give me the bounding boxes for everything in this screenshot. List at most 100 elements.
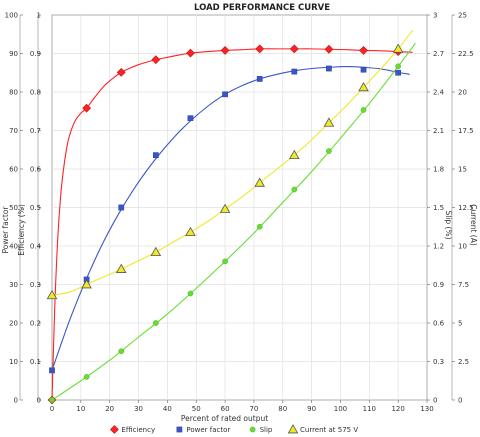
data-point-power-factor [118, 204, 125, 211]
data-point-efficiency [151, 55, 161, 65]
series-line-slip [51, 42, 416, 401]
x-tick-label: 100 [334, 405, 347, 413]
data-point-current-at-575-v [150, 246, 162, 257]
data-point-efficiency [359, 45, 368, 55]
right-tick-label: 25 [458, 12, 467, 20]
left-tick-label: 0 [14, 397, 18, 405]
right-tick-label: 0.3 [433, 358, 444, 366]
right-tick-label: 0.9 [433, 281, 444, 289]
legend-item-current-at-575-v: Current at 575 V [287, 424, 358, 434]
data-point-slip [291, 186, 298, 193]
right-tick-label: 12.5 [458, 204, 474, 212]
data-point-slip [83, 374, 90, 380]
series-line-power-factor [51, 66, 410, 371]
data-point-power-factor [49, 367, 55, 374]
legend-marker-current-at-575-v [287, 424, 299, 434]
legend-marker-efficiency [109, 425, 119, 434]
data-point-slip [187, 290, 194, 297]
data-point-current-at-575-v [46, 289, 58, 300]
markers-layer [46, 43, 404, 405]
legend: Efficiency Power factor Slip Current at 575… [109, 424, 358, 434]
y-axis-title-power-factor: Power factor [1, 206, 10, 254]
right-tick-label: 0.6 [433, 320, 445, 328]
data-point-slip [256, 223, 263, 230]
legend-label: Slip [260, 426, 273, 434]
axes-layer: 0 10 20 30 40 50 60 70 80 90 100 110 120 130010203040… [1, 12, 478, 424]
x-tick-label: 20 [105, 405, 114, 413]
series-line-current-at-575-v [51, 30, 414, 296]
right-tick-label: 1.8 [433, 166, 444, 174]
data-point-efficiency [116, 67, 126, 77]
right-tick-label: 20 [458, 89, 467, 97]
data-point-current-at-575-v [254, 177, 265, 187]
data-point-power-factor [395, 69, 402, 76]
data-point-current-at-575-v [185, 226, 196, 236]
data-point-efficiency [255, 44, 265, 54]
left-tick-label: 100 [5, 12, 18, 20]
x-tick-label: 40 [163, 405, 172, 413]
left-tick-label: 60 [9, 166, 18, 174]
data-point-power-factor [222, 91, 228, 98]
right-tick-label: 2.5 [458, 358, 469, 366]
x-axis-title: Percent of rated output [181, 414, 268, 423]
x-tick-label: 60 [221, 405, 230, 413]
x-tick-label: 90 [307, 405, 316, 413]
legend-label: Power factor [186, 426, 230, 434]
y-axis-title-current-a: Current (A) [469, 204, 478, 246]
data-point-slip [152, 320, 159, 326]
left-tick-label: 20 [9, 320, 18, 328]
data-point-current-at-575-v [219, 203, 231, 213]
left-tick-label: 30 [9, 281, 18, 289]
y-axis-title-efficiency: Efficiency (%) [17, 204, 26, 256]
left-tick-label: 90 [9, 50, 18, 58]
right-tick-label: 2.7 [433, 50, 444, 58]
right-tick-label: 1.2 [433, 243, 444, 251]
x-tick-label: 10 [76, 405, 85, 413]
data-point-current-at-575-v [115, 263, 127, 273]
legend-marker-slip [249, 426, 256, 433]
x-tick-label: 110 [363, 405, 376, 413]
data-point-power-factor [291, 68, 298, 75]
data-point-power-factor [360, 66, 367, 73]
data-point-efficiency [324, 44, 334, 54]
series-line-efficiency [51, 48, 413, 401]
data-point-slip [49, 397, 55, 403]
left-tick-label: 0.6 [30, 166, 42, 174]
curves-layer [51, 30, 416, 401]
data-point-power-factor [256, 76, 263, 82]
x-tick-label: 70 [249, 405, 258, 413]
legend-marker-power-factor [176, 426, 183, 433]
left-tick-label: 80 [9, 89, 18, 97]
x-tick-label: 0 [50, 405, 54, 413]
x-tick-label: 30 [134, 405, 143, 413]
left-tick-label: 0.9 [30, 50, 41, 58]
data-point-slip [395, 63, 402, 70]
right-tick-label: 22.5 [458, 50, 474, 58]
left-tick-label: 0.7 [30, 127, 41, 135]
left-tick-label: 0.8 [30, 89, 41, 97]
data-point-power-factor [187, 115, 194, 122]
left-tick-label: 1 [37, 12, 41, 20]
data-point-slip [326, 148, 332, 154]
right-tick-label: 3 [433, 12, 437, 20]
left-tick-label: 0.4 [30, 243, 42, 251]
right-tick-label: 17.5 [458, 127, 474, 135]
left-tick-label: 10 [9, 358, 18, 366]
left-tick-label: 40 [9, 243, 18, 251]
right-tick-label: 2.1 [433, 127, 444, 135]
chart-title: LOAD PERFORMANCE CURVE [194, 3, 330, 13]
right-tick-label: 0 [433, 397, 437, 405]
right-tick-label: 10 [458, 243, 467, 251]
data-point-current-at-575-v [81, 279, 92, 289]
data-point-slip [118, 348, 125, 355]
y-axis-title-slip: Slip (%) [444, 210, 453, 239]
left-tick-label: 70 [9, 127, 18, 135]
left-tick-label: 0.1 [30, 358, 41, 366]
x-tick-label: 50 [192, 405, 201, 413]
right-tick-label: 1.5 [433, 204, 444, 212]
legend-label: Current at 575 V [300, 426, 358, 434]
x-tick-label: 130 [420, 405, 433, 413]
legend-item-efficiency: Efficiency [109, 425, 155, 434]
